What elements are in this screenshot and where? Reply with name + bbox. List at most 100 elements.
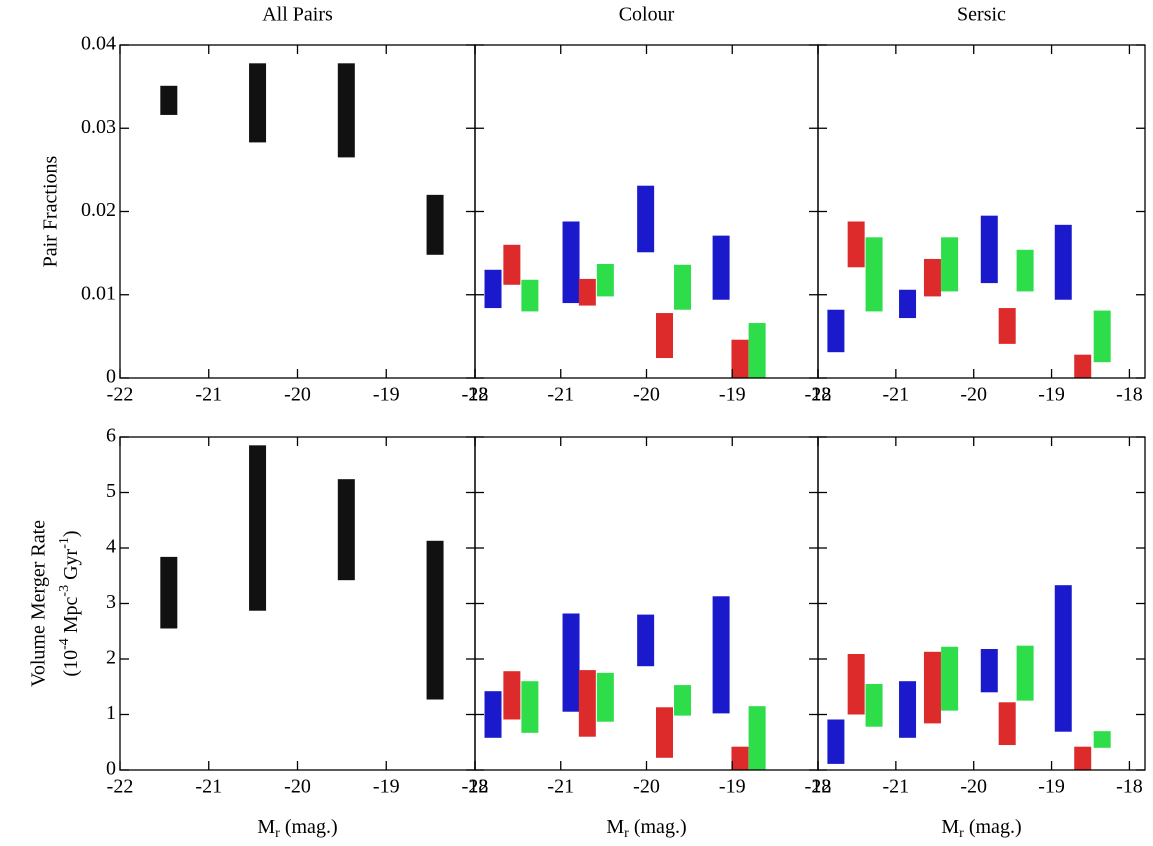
x-tick-label: -19 <box>719 384 746 406</box>
x-tick-label: -18 <box>805 776 832 798</box>
range-bar <box>637 185 655 253</box>
x-tick-label: -21 <box>883 384 910 406</box>
range-bar <box>1016 645 1034 701</box>
y-axis-unit: (10-4 Mpc-3 Gyr-1) <box>57 530 81 676</box>
y-axis-unit-part: Gyr <box>60 548 82 584</box>
range-bar <box>503 671 521 720</box>
y-axis-unit-part: -1 <box>57 537 72 549</box>
range-bar <box>596 672 614 722</box>
range-bar <box>712 596 730 714</box>
range-bar <box>484 269 502 309</box>
x-axis-label: Mr (mag.) <box>257 816 337 842</box>
y-axis-unit-part: Mpc <box>60 596 82 638</box>
range-bar <box>637 614 655 667</box>
range-bar <box>521 681 539 733</box>
range-bar <box>941 237 959 292</box>
y-tick-label: 0.04 <box>81 33 116 55</box>
range-bar <box>847 654 865 715</box>
range-bar <box>249 445 267 611</box>
x-axis-label: Mr (mag.) <box>606 816 686 842</box>
range-bar <box>1074 354 1092 378</box>
range-bar <box>578 670 596 737</box>
range-bar <box>578 278 596 306</box>
range-bar <box>731 746 749 770</box>
x-axis-label-part: (mag.) <box>964 816 1022 838</box>
range-bar <box>337 479 355 581</box>
y-axis-unit-part: -4 <box>57 638 72 650</box>
y-tick-label: 6 <box>106 425 116 447</box>
panel-title: Sersic <box>957 4 1006 26</box>
x-tick-label: -21 <box>547 384 574 406</box>
range-bar <box>596 263 614 297</box>
range-bar <box>249 63 267 143</box>
range-bar <box>998 308 1016 344</box>
y-tick-label: 2 <box>106 647 116 669</box>
x-tick-label: -19 <box>373 384 400 406</box>
x-axis-label-part: (mag.) <box>629 816 687 838</box>
y-tick-label: 0.01 <box>81 282 116 304</box>
x-tick-label: -22 <box>107 384 134 406</box>
range-bar <box>1054 585 1072 732</box>
range-bar <box>865 683 883 727</box>
range-bar <box>899 681 917 738</box>
range-bar <box>998 702 1016 746</box>
y-axis-unit-part: ) <box>60 530 82 537</box>
x-tick-label: -18 <box>462 776 489 798</box>
x-tick-label: -20 <box>284 776 311 798</box>
y-tick-label: 0.03 <box>81 116 116 138</box>
x-tick-label: -19 <box>719 776 746 798</box>
y-axis-label: Pair Fractions <box>40 155 62 267</box>
range-bar <box>941 646 959 711</box>
range-bar <box>712 235 730 300</box>
x-axis-label-part: (mag.) <box>280 816 338 838</box>
range-bar <box>426 540 444 700</box>
x-tick-label: -18 <box>1116 776 1143 798</box>
range-bar <box>426 194 444 255</box>
x-tick-label: -21 <box>195 776 222 798</box>
range-bar <box>980 649 998 693</box>
y-tick-label: 0 <box>106 758 116 780</box>
range-bar <box>521 279 539 312</box>
range-bar <box>1074 746 1092 770</box>
panel-title: Colour <box>619 4 675 26</box>
x-tick-label: -20 <box>960 776 987 798</box>
x-tick-label: -22 <box>107 776 134 798</box>
x-axis-label-part: r <box>275 826 280 841</box>
range-bar <box>1093 310 1111 363</box>
range-bar <box>562 613 580 712</box>
x-tick-label: -20 <box>633 776 660 798</box>
range-bar <box>827 309 845 353</box>
y-axis-unit-part: -3 <box>57 585 72 597</box>
x-axis-label-part: M <box>941 816 959 838</box>
range-bar <box>748 706 766 770</box>
x-tick-label: -21 <box>547 776 574 798</box>
y-axis-unit-part: (10 <box>60 650 82 677</box>
range-bar <box>674 685 692 716</box>
range-bar <box>827 719 845 764</box>
range-bar <box>484 691 502 738</box>
x-axis-label-part: M <box>257 816 275 838</box>
range-bar <box>656 707 674 758</box>
panel-title: All Pairs <box>262 4 333 26</box>
range-bar <box>674 264 692 310</box>
x-tick-label: -21 <box>195 384 222 406</box>
x-tick-label: -19 <box>373 776 400 798</box>
x-tick-label: -20 <box>960 384 987 406</box>
x-tick-label: -18 <box>462 384 489 406</box>
y-tick-label: 0 <box>106 366 116 388</box>
range-bar <box>503 244 521 285</box>
x-axis-label-part: M <box>606 816 624 838</box>
y-tick-label: 4 <box>106 536 116 558</box>
range-bar <box>1093 731 1111 748</box>
range-bar <box>923 651 941 724</box>
range-bar <box>160 85 178 115</box>
range-bar <box>865 237 883 312</box>
x-tick-label: -19 <box>1038 384 1065 406</box>
range-bar <box>980 215 998 284</box>
range-bar <box>847 221 865 268</box>
y-tick-label: 0.02 <box>81 199 116 221</box>
range-bar <box>562 221 580 304</box>
x-tick-label: -18 <box>805 384 832 406</box>
x-tick-label: -20 <box>633 384 660 406</box>
